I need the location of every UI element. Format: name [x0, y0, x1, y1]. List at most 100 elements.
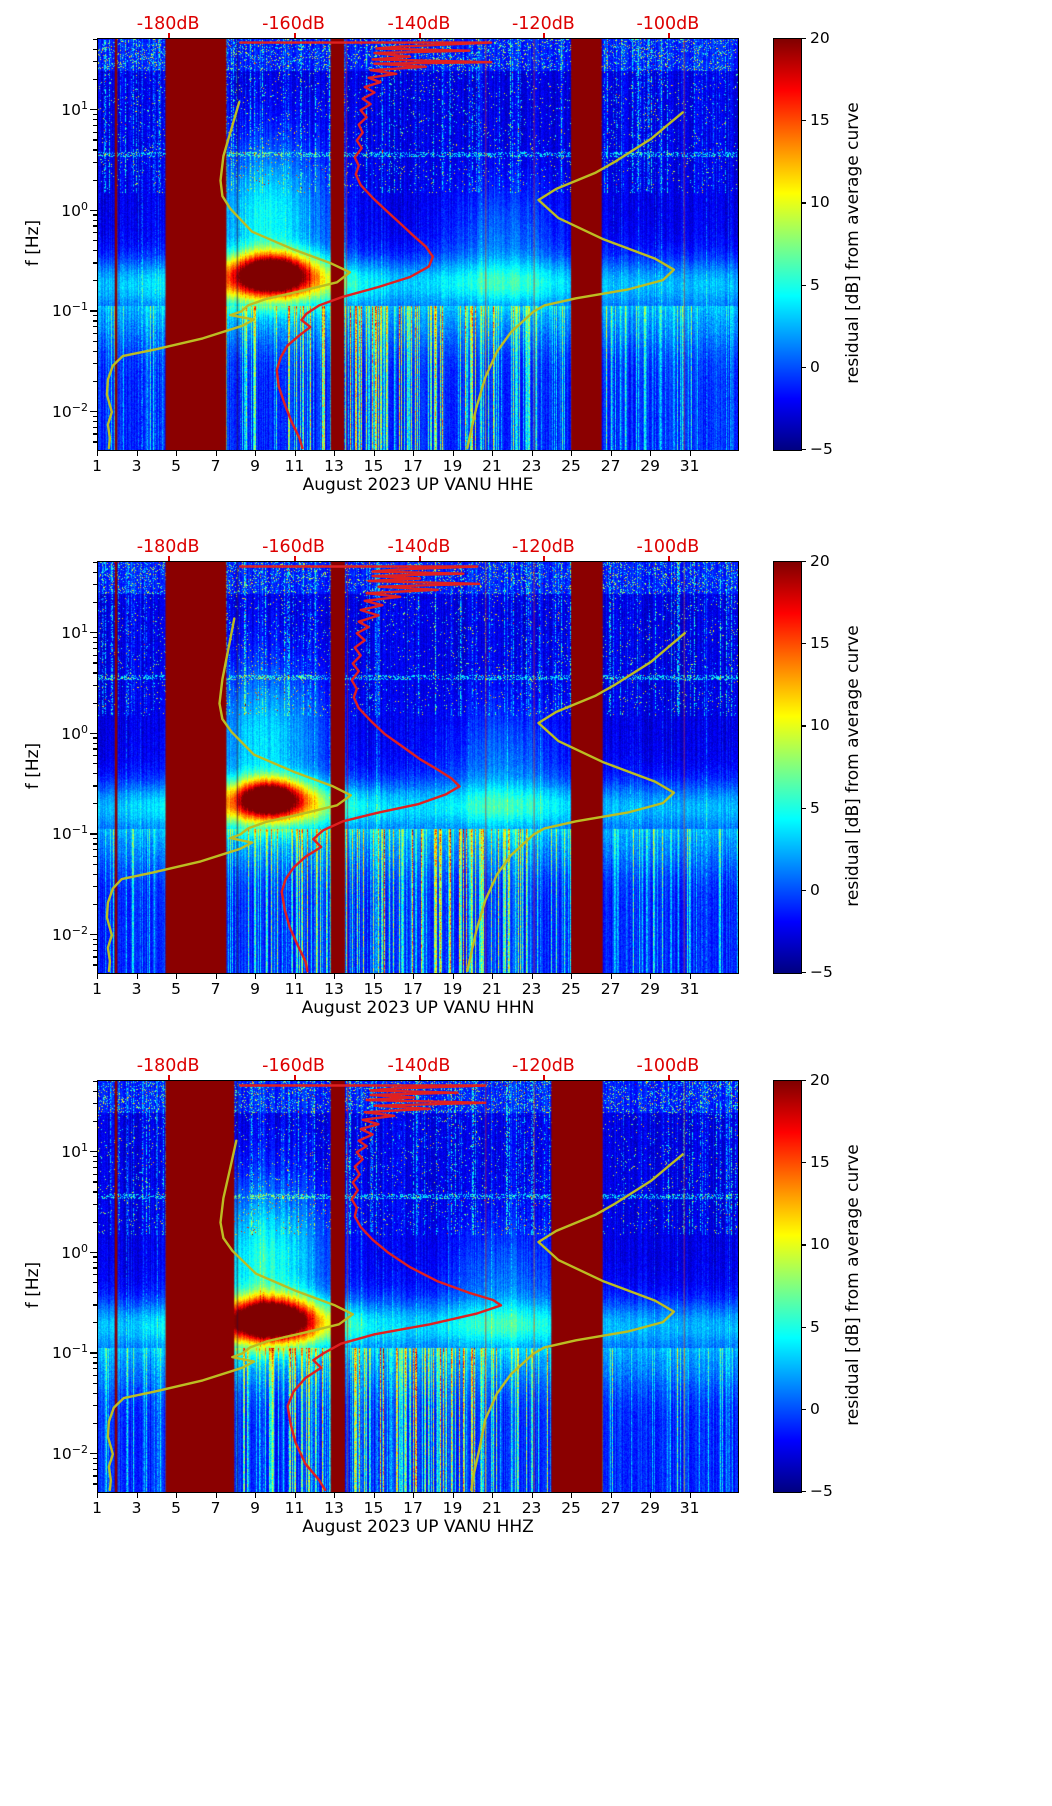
top-db-axis-label: -100dB: [636, 1056, 700, 1076]
y-axis-tick: [93, 748, 97, 750]
x-axis-tick-label: 29: [640, 457, 660, 475]
x-axis-tick: [373, 450, 375, 456]
top-db-axis-tick: [293, 1075, 296, 1080]
y-axis-tick: [93, 219, 97, 221]
colorbar-tick: [801, 725, 806, 727]
y-axis-tick: [93, 1181, 97, 1183]
y-axis-tick: [93, 636, 97, 639]
top-db-axis-tick: [543, 1075, 546, 1080]
colorbar-tick-label: 20: [810, 1071, 830, 1089]
colorbar-label: residual [dB] from average curve: [843, 102, 863, 384]
y-axis-tick: [93, 179, 97, 181]
x-axis-tick-label: 17: [403, 980, 423, 998]
colorbar-tick-label: 0: [810, 1399, 820, 1418]
x-axis-tick-label: 9: [250, 457, 260, 475]
top-db-axis-label: -160dB: [262, 14, 325, 34]
noise-model-curve-left: [106, 1139, 355, 1492]
x-axis-tick: [452, 973, 454, 979]
noise-model-curve-left: [105, 617, 353, 973]
colorbar-tick-label: 15: [810, 634, 830, 653]
x-axis-tick-label: 31: [679, 980, 700, 998]
y-axis-tick: [93, 1090, 97, 1092]
x-axis-tick: [97, 450, 99, 456]
y-axis-tick: [93, 886, 97, 888]
y-axis-tick: [93, 48, 97, 50]
y-axis-tick: [93, 737, 97, 739]
x-axis-tick-label: 25: [561, 457, 581, 475]
x-axis-tick: [294, 1492, 296, 1498]
colorbar-tick: [801, 449, 806, 451]
colorbar-tick: [801, 1244, 806, 1246]
y-axis-tick: [90, 1453, 97, 1455]
y-axis-tick: [90, 632, 97, 634]
y-axis-tick: [93, 1166, 97, 1169]
y-axis-tick: [93, 943, 97, 946]
y-axis-tick: [93, 1267, 97, 1269]
colorbar-tick: [801, 1491, 806, 1493]
y-axis-tick: [93, 1457, 97, 1459]
colorbar-tick-label: 0: [810, 880, 820, 899]
x-axis-tick-label: 7: [210, 1499, 221, 1517]
colorbar-label: residual [dB] from average curve: [843, 1144, 863, 1426]
x-axis-tick: [136, 450, 138, 456]
y-axis-tick: [93, 232, 97, 234]
y-axis-tick: [93, 1120, 97, 1123]
x-axis-tick: [452, 450, 454, 456]
x-axis-tick: [373, 1492, 375, 1498]
spectrogram-canvas: [98, 562, 738, 973]
x-axis-tick: [413, 973, 415, 979]
x-axis-tick: [215, 450, 217, 456]
y-axis-tick: [90, 209, 97, 212]
y-axis-tick: [93, 1483, 97, 1485]
y-axis-tick-label: 100: [61, 1241, 88, 1262]
y-axis-tick: [93, 755, 97, 757]
x-axis-tick: [97, 973, 99, 979]
y-axis-tick: [93, 938, 97, 940]
x-axis-tick-label: 27: [600, 980, 621, 998]
y-axis-tick: [93, 280, 97, 282]
y-axis-tick-label: 10−2: [52, 401, 88, 422]
y-axis-tick: [93, 785, 97, 787]
top-db-axis-tick: [667, 33, 670, 38]
y-axis-tick: [93, 849, 97, 851]
y-axis-tick: [93, 350, 97, 352]
colorbar-tick: [801, 366, 806, 369]
y-axis-tick: [93, 1405, 97, 1407]
y-axis-tick: [93, 433, 97, 435]
median-psd-curve: [238, 1084, 503, 1492]
top-db-axis-label: -100dB: [636, 537, 700, 557]
y-axis-tick: [93, 672, 97, 674]
y-axis-tick: [93, 225, 97, 227]
colorbar-tick-label: 20: [810, 29, 830, 47]
top-db-axis-label: -100dB: [636, 14, 700, 34]
y-axis-tick: [93, 1357, 97, 1359]
colorbar-tick-label: 15: [810, 1153, 830, 1172]
x-axis-tick: [650, 973, 652, 979]
y-axis-tick: [93, 1304, 97, 1306]
y-axis-tick: [93, 873, 97, 875]
colorbar-tick-label: 10: [810, 1235, 830, 1254]
x-axis-tick: [492, 973, 494, 979]
spectrogram-plot: [97, 38, 739, 451]
x-axis-tick: [492, 1492, 494, 1498]
x-axis-tick: [255, 973, 257, 979]
colorbar-tick-label: 15: [810, 111, 830, 130]
y-axis-tick-label: 101: [61, 622, 88, 643]
x-axis-tick-label: 15: [363, 1499, 384, 1517]
y-axis-tick-label: 10−1: [52, 300, 88, 321]
y-axis-tick: [93, 1203, 97, 1206]
x-axis-tick-label: 9: [250, 1499, 260, 1517]
y-axis-tick: [93, 1475, 97, 1477]
x-axis-tick: [413, 1492, 415, 1498]
colorbar-tick-label: −5: [810, 440, 833, 458]
y-axis-tick: [93, 956, 97, 958]
y-axis-tick: [93, 380, 97, 383]
y-axis-tick: [93, 601, 97, 604]
x-axis-tick: [650, 450, 652, 456]
colorbar-tick-label: 10: [810, 193, 830, 212]
y-axis-tick: [93, 1261, 97, 1263]
y-axis-label: f [Hz]: [23, 219, 43, 267]
colorbar-tick: [801, 1326, 806, 1328]
x-axis-tick: [413, 450, 415, 456]
y-axis-tick: [93, 340, 97, 343]
